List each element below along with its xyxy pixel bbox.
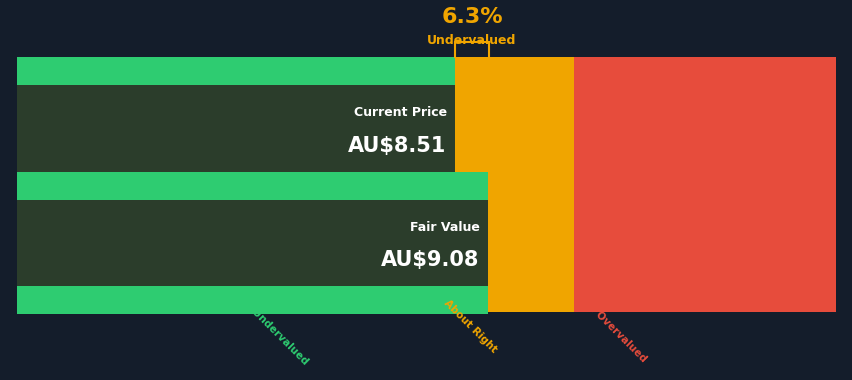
Text: About Right: About Right	[441, 298, 498, 355]
Text: Current Price: Current Price	[353, 106, 446, 119]
Text: AU$8.51: AU$8.51	[348, 136, 446, 155]
Bar	[455, 57, 573, 312]
Text: 6.3%: 6.3%	[440, 6, 502, 27]
Bar	[17, 85, 455, 172]
Text: 20% Undervalued: 20% Undervalued	[229, 286, 309, 367]
Text: 20% Overvalued: 20% Overvalued	[573, 289, 648, 364]
Bar	[17, 172, 487, 200]
Bar	[17, 57, 455, 312]
Text: Undervalued: Undervalued	[427, 34, 516, 47]
Bar	[17, 286, 487, 314]
Bar	[17, 57, 455, 85]
Text: Fair Value: Fair Value	[409, 221, 479, 234]
Text: AU$9.08: AU$9.08	[381, 250, 479, 270]
Bar	[573, 57, 835, 312]
Bar	[17, 200, 487, 286]
